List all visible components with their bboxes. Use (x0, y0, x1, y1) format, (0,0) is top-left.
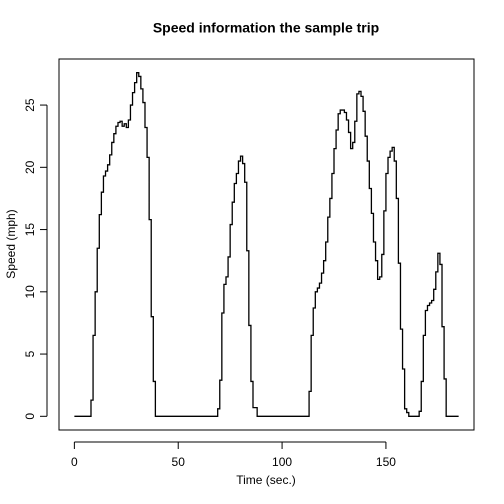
y-tick-label: 25 (23, 98, 37, 112)
y-tick-label: 15 (23, 223, 37, 237)
x-tick-label: 100 (272, 455, 292, 469)
plot-box (58, 58, 475, 431)
chart-title: Speed information the sample trip (153, 20, 379, 36)
speed-line (74, 72, 459, 417)
y-tick-label: 0 (23, 413, 37, 420)
y-tick-label: 10 (23, 285, 37, 299)
y-axis-label: Speed (mph) (4, 209, 18, 278)
x-axis-label: Time (sec.) (236, 473, 296, 487)
y-tick-label: 5 (23, 350, 37, 357)
y-tick-label: 20 (23, 160, 37, 174)
x-tick-label: 150 (376, 455, 396, 469)
x-tick-label: 0 (71, 455, 78, 469)
x-tick-label: 50 (172, 455, 186, 469)
